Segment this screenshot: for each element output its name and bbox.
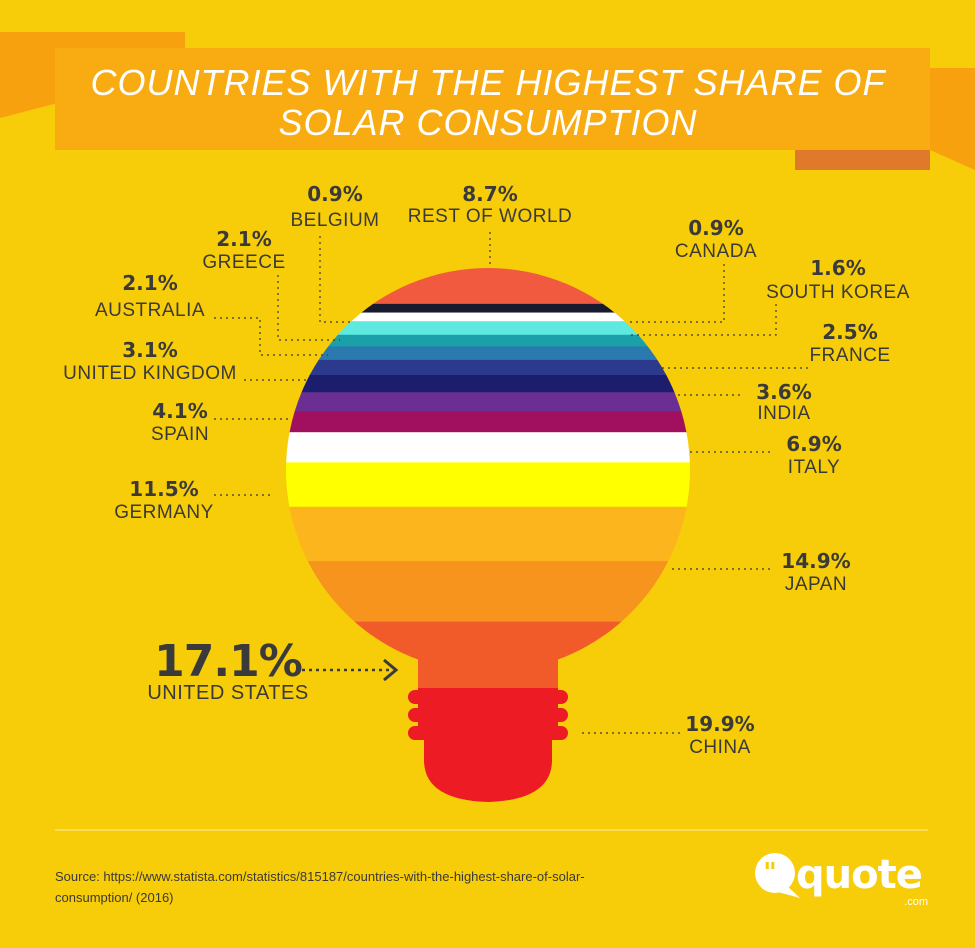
band-south-korea — [286, 334, 690, 347]
source-line-2: consumption/ (2016) — [55, 890, 174, 905]
label-canada-name: CANADA — [675, 241, 757, 262]
quote-bubble-icon — [755, 853, 795, 893]
base-thread-1 — [408, 690, 568, 704]
title-banner: COUNTRIES WITH THE HIGHEST SHARE OF SOLA… — [0, 32, 975, 170]
band-germany — [286, 462, 690, 508]
label-belgium-pct: 0.9% — [307, 182, 362, 206]
label-south-korea-name: SOUTH KOREA — [766, 282, 910, 303]
quote-bubble-tail — [778, 884, 800, 898]
leader-south-korea — [630, 304, 777, 336]
band-rest-of-world — [286, 268, 690, 305]
label-spain-pct: 4.1% — [152, 399, 207, 423]
label-france-name: FRANCE — [809, 345, 890, 366]
label-japan-name: JAPAN — [785, 574, 847, 595]
label-italy-name: ITALY — [788, 457, 840, 478]
label-australia-name: AUSTRALIA — [95, 300, 205, 321]
leader-united-states-arrow — [383, 658, 399, 682]
banner-main — [55, 48, 930, 150]
title-line-1: COUNTRIES WITH THE HIGHEST SHARE OF — [90, 62, 886, 103]
band-canada — [286, 312, 690, 322]
source-line-1: Source: https://www.statista.com/statist… — [55, 869, 585, 884]
label-canada-pct: 0.9% — [688, 216, 743, 240]
label-united-kingdom-name: UNITED KINGDOM — [63, 363, 237, 384]
leader-australia — [214, 317, 328, 356]
label-france-pct: 2.5% — [822, 320, 877, 344]
band-belgium — [286, 303, 690, 314]
band-spain — [286, 411, 690, 433]
bulb-base — [408, 688, 568, 802]
leader-belgium — [319, 236, 352, 323]
logo-brand: quote — [796, 852, 922, 898]
label-united-states-pct: 17.1% — [154, 636, 302, 687]
label-japan-pct: 14.9% — [781, 549, 850, 573]
label-south-korea-pct: 1.6% — [810, 256, 865, 280]
label-italy-pct: 6.9% — [786, 432, 841, 456]
label-germany-pct: 11.5% — [129, 477, 198, 501]
band-united-kingdom — [286, 374, 690, 393]
title-line-2: SOLAR CONSUMPTION — [278, 102, 697, 143]
band-india — [286, 392, 690, 412]
base-thread-2 — [408, 708, 568, 722]
quote-logo: " quote .com — [755, 852, 928, 908]
leader-canada — [628, 264, 725, 323]
base-tip — [424, 740, 552, 802]
label-united-kingdom-pct: 3.1% — [122, 338, 177, 362]
label-greece-name: GREECE — [202, 252, 285, 273]
base-thread-3 — [408, 726, 568, 740]
band-italy — [286, 432, 690, 463]
label-spain-name: SPAIN — [151, 424, 209, 445]
label-germany-name: GERMANY — [114, 502, 214, 523]
band-united-states — [286, 561, 690, 623]
label-china-pct: 19.9% — [685, 712, 754, 736]
banner-right-ribbon — [930, 68, 975, 170]
band-japan — [286, 506, 690, 562]
label-australia-pct: 2.1% — [122, 271, 177, 295]
label-united-states-name: UNITED STATES — [147, 682, 308, 704]
label-india-name: INDIA — [757, 403, 810, 424]
band-australia — [286, 346, 690, 361]
label-rest-of-world-pct: 8.7% — [462, 182, 517, 206]
quote-marks-icon: " — [763, 858, 777, 888]
band-china — [286, 621, 690, 690]
label-belgium-name: BELGIUM — [290, 210, 379, 231]
label-rest-of-world-name: REST OF WORLD — [408, 206, 573, 227]
bulb-bands — [286, 268, 690, 690]
bulb — [286, 268, 690, 802]
logo-domain: .com — [904, 896, 928, 908]
leader-lines — [214, 232, 808, 734]
band-greece — [286, 321, 690, 336]
leader-greece — [277, 275, 340, 341]
band-france — [286, 359, 690, 376]
label-india-pct: 3.6% — [756, 380, 811, 404]
labels: 0.9% BELGIUM 8.7% REST OF WORLD 2.1% GRE… — [63, 182, 910, 758]
label-china-name: CHINA — [689, 737, 751, 758]
label-greece-pct: 2.1% — [216, 227, 271, 251]
